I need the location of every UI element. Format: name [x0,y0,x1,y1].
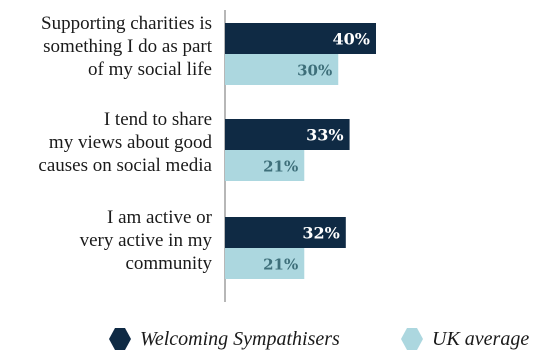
category-label-2: I am active or very active in my community [0,206,212,275]
category-label-1: I tend to share my views about good causes… [0,108,212,177]
legend-swatch-dark-icon [109,328,131,350]
data-label-series-0-cat-2: 32% [302,224,339,243]
legend-item-series-1: UK average [400,327,529,351]
data-label-series-0-cat-1: 33% [306,126,343,145]
bar-series-1-cat-2 [225,248,305,279]
data-label-series-0-cat-0: 40% [333,30,370,49]
bar-series-0-cat-0 [225,23,376,54]
category-label-line: very active in my [79,230,212,251]
category-label-line: something I do as part [43,36,212,57]
bar-series-1-cat-1 [225,150,305,181]
bar-series-1-cat-0 [225,54,339,85]
category-label-line: Supporting charities is [41,13,212,34]
legend-item-series-0: Welcoming Sympathisers [108,327,340,351]
legend: Welcoming Sympathisers UK average [0,327,546,351]
category-label-line: community [125,253,212,274]
legend-swatch-light-icon [401,328,423,350]
category-label-line: I am active or [107,207,212,228]
category-label-line: causes on social media [38,155,212,176]
legend-label-series-0: Welcoming Sympathisers [140,327,340,350]
data-label-series-1-cat-2: 21% [263,256,298,274]
bar-series-0-cat-2 [225,217,346,248]
category-label-line: my views about good [48,132,212,153]
bar-series-0-cat-1 [225,119,350,150]
category-label-line: I tend to share [103,109,212,130]
category-label-0: Supporting charities is something I do as… [0,12,212,81]
data-label-series-1-cat-0: 30% [297,62,332,80]
legend-label-series-1: UK average [432,327,530,350]
category-label-line: of my social life [88,59,212,80]
data-label-series-1-cat-1: 21% [263,158,298,176]
